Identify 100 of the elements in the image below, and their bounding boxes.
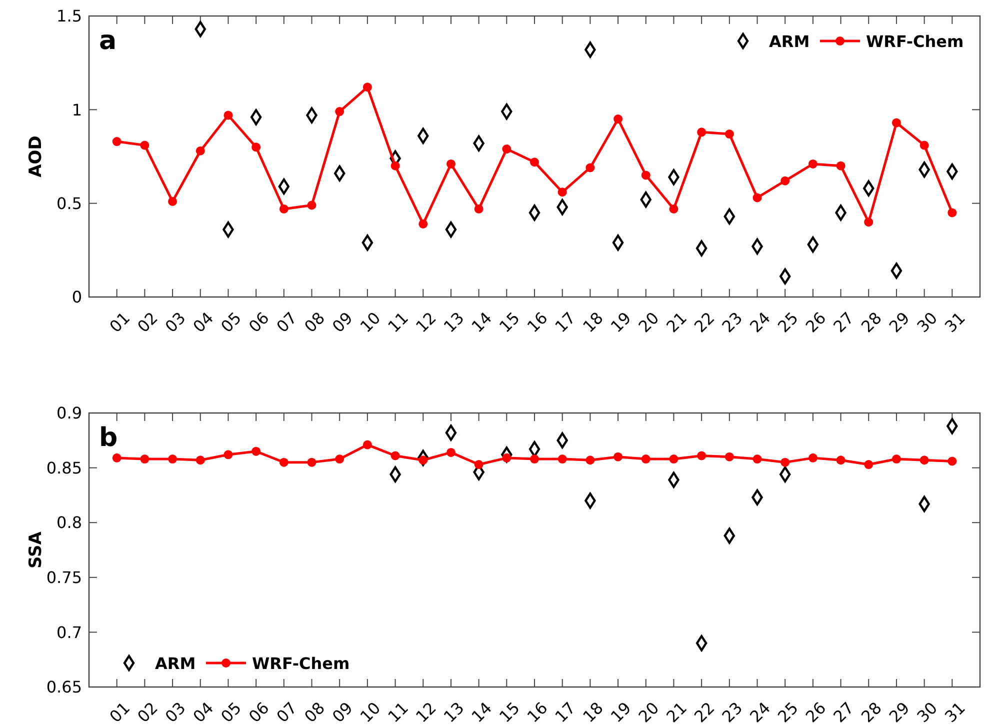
x-tick-label: 29 [885, 308, 914, 336]
x-tick-label: 07 [272, 308, 301, 336]
point [780, 458, 790, 467]
x-tick-label: 24 [746, 308, 774, 336]
point [586, 163, 595, 172]
point [808, 453, 818, 462]
x-tick-label: 31 [941, 698, 969, 726]
x-tick-label: 06 [244, 308, 273, 336]
x-tick-label: 12 [412, 308, 440, 336]
point [724, 528, 736, 544]
y-tick-label: 0.8 [56, 513, 82, 532]
point [724, 452, 734, 462]
point [196, 456, 205, 465]
point [697, 128, 706, 137]
point [252, 446, 261, 456]
point [808, 159, 818, 168]
x-tick-label: 23 [718, 698, 746, 726]
x-tick-label: 05 [217, 698, 245, 726]
point [586, 456, 595, 465]
x-tick-label: 02 [134, 698, 162, 726]
legend-label: ARM [155, 654, 196, 673]
point [697, 451, 706, 460]
x-tick-label: 16 [523, 698, 552, 726]
x-tick-label: 17 [551, 308, 580, 336]
point [278, 178, 290, 195]
x-tick-label: 25 [774, 698, 802, 726]
x-tick-label: 07 [272, 698, 301, 726]
point [920, 140, 929, 150]
x-tick-label: 30 [913, 698, 942, 726]
x-tick-label: 05 [217, 308, 245, 336]
point [502, 144, 512, 154]
x-tick-label: 10 [356, 308, 384, 336]
x-tick-label: 10 [356, 698, 384, 726]
point [696, 240, 708, 256]
x-tick-label: 02 [134, 308, 162, 336]
x-tick-label: 24 [746, 698, 774, 726]
point [168, 454, 178, 464]
point [779, 268, 791, 284]
point [669, 204, 678, 214]
x-tick-label: 23 [718, 308, 746, 336]
point [752, 193, 762, 202]
point [196, 146, 205, 156]
x-tick-label: 21 [662, 698, 690, 726]
point [807, 236, 819, 253]
point [224, 450, 233, 460]
x-tick-label: 04 [189, 308, 218, 336]
x-tick-label: 22 [690, 308, 718, 336]
x-tick-label: 11 [384, 698, 412, 726]
x-tick-label: 13 [440, 308, 468, 336]
legend-label: WRF-Chem [866, 32, 964, 51]
x-tick-label: 15 [496, 308, 524, 336]
y-tick-label: 0.5 [56, 194, 82, 213]
point [446, 159, 456, 168]
point [279, 458, 288, 467]
y-tick-label: 1 [72, 100, 82, 120]
y-tick-label: 0 [72, 288, 82, 307]
point [335, 107, 344, 116]
point [614, 114, 623, 124]
x-tick-label: 18 [579, 698, 607, 726]
x-tick-label: 26 [802, 698, 830, 726]
x-tick-label: 11 [384, 308, 412, 336]
point [864, 218, 874, 227]
x-tick-label: 19 [606, 308, 635, 336]
x-tick-label: 29 [885, 698, 914, 726]
point [335, 454, 344, 464]
point [752, 454, 762, 464]
y-tick-label: 0.75 [46, 568, 82, 587]
point [779, 466, 791, 482]
x-tick-label: 27 [830, 698, 858, 726]
x-tick-label: 27 [830, 308, 858, 336]
y-tick-label: 0.85 [46, 458, 82, 478]
legend-label: WRF-Chem [252, 654, 350, 673]
point [864, 460, 874, 470]
x-tick-label: 08 [300, 308, 328, 336]
point [724, 208, 736, 225]
x-tick-label: 30 [913, 308, 942, 336]
point [140, 454, 150, 464]
x-tick-label: 22 [690, 698, 718, 726]
x-tick-label: 25 [774, 308, 802, 336]
point [612, 234, 624, 251]
point [836, 161, 846, 170]
x-tick-label: 09 [328, 308, 356, 336]
point [892, 118, 901, 128]
annotation: b [99, 423, 118, 453]
x-tick-label: 17 [551, 698, 580, 726]
point [641, 454, 650, 464]
x-tick-label: 28 [858, 698, 886, 726]
x-tick-label: 19 [606, 698, 635, 726]
x-tick-label: 03 [161, 698, 190, 726]
x-tick-label: 12 [412, 698, 440, 726]
x-tick-label: 31 [941, 308, 969, 336]
x-tick-label: 03 [161, 308, 190, 336]
point [474, 204, 484, 214]
point [250, 109, 262, 126]
point [528, 204, 540, 221]
point [390, 161, 400, 170]
point [362, 82, 372, 92]
y-tick-label: 0.7 [56, 622, 82, 642]
point [112, 453, 122, 462]
point [279, 204, 288, 214]
